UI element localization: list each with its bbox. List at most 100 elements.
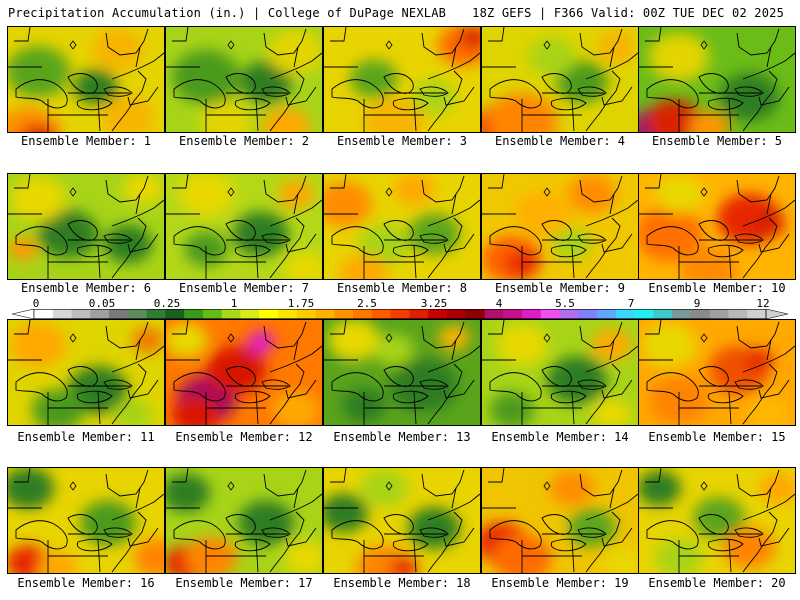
precip-region bbox=[10, 322, 66, 368]
colorbar-swatch bbox=[503, 309, 523, 319]
map-boundary-line bbox=[488, 320, 505, 335]
map-boundary-line bbox=[225, 366, 256, 387]
member-caption: Ensemble Member: 18 bbox=[333, 576, 471, 590]
map-boundary-line bbox=[330, 174, 347, 189]
colorbar-swatch bbox=[221, 309, 241, 319]
colorbar-tick-label: 12 bbox=[756, 297, 770, 310]
map-boundary-line bbox=[736, 28, 780, 56]
member-caption: Ensemble Member: 5 bbox=[651, 134, 783, 148]
map-boundary-line bbox=[645, 27, 662, 42]
member-map-panel bbox=[638, 467, 796, 574]
precip-region bbox=[166, 322, 208, 358]
colorbar-swatch bbox=[334, 309, 354, 319]
colorbar-swatch bbox=[184, 309, 204, 319]
precip-region bbox=[681, 246, 737, 279]
member-map-panel bbox=[481, 319, 639, 426]
map-boundary-line bbox=[269, 511, 305, 573]
colorbar-tick-label: 3.25 bbox=[420, 297, 448, 310]
location-marker-icon bbox=[69, 40, 77, 50]
location-marker-icon bbox=[700, 40, 708, 50]
colorbar-swatch bbox=[559, 309, 579, 319]
colorbar-swatch bbox=[353, 309, 373, 319]
precip-map bbox=[166, 320, 322, 425]
colorbar-swatch bbox=[165, 309, 185, 319]
map-boundary-line bbox=[15, 226, 68, 256]
member-caption: Ensemble Member: 16 bbox=[17, 576, 155, 590]
map-boundary-line bbox=[585, 345, 638, 373]
precip-region bbox=[759, 472, 795, 504]
precip-map bbox=[482, 174, 638, 279]
map-boundary-line bbox=[742, 363, 778, 425]
map-boundary-line bbox=[421, 28, 465, 56]
location-marker-icon bbox=[385, 40, 393, 50]
map-boundary-line bbox=[392, 390, 429, 404]
map-boundary-line bbox=[728, 98, 732, 132]
colorbar-swatch bbox=[653, 309, 673, 319]
map-boundary-line bbox=[383, 514, 414, 535]
map-boundary-line bbox=[585, 217, 621, 279]
map-boundary-line bbox=[585, 493, 638, 521]
precip-map bbox=[639, 174, 795, 279]
colorbar-tick-label: 4 bbox=[495, 297, 503, 310]
map-boundary-line bbox=[383, 366, 414, 387]
map-boundary-line bbox=[541, 514, 572, 535]
map-boundary-line bbox=[421, 175, 465, 203]
map-boundary-line bbox=[698, 220, 729, 241]
precip-region bbox=[747, 397, 791, 425]
member-map-panel bbox=[323, 26, 481, 133]
map-boundary-line bbox=[261, 527, 291, 538]
member-map-panel bbox=[165, 319, 323, 426]
precip-region bbox=[394, 174, 434, 205]
map-boundary-line bbox=[646, 520, 699, 550]
map-boundary-line bbox=[488, 174, 505, 189]
member-caption: Ensemble Member: 2 bbox=[178, 134, 310, 148]
map-boundary-line bbox=[15, 79, 68, 109]
precip-map bbox=[324, 27, 480, 132]
map-boundary-line bbox=[585, 363, 621, 425]
precip-region bbox=[597, 31, 637, 63]
precip-region bbox=[719, 73, 779, 121]
precip-region bbox=[22, 124, 54, 132]
map-boundary-line bbox=[172, 320, 189, 335]
member-caption: Ensemble Member: 9 bbox=[494, 281, 626, 295]
location-marker-icon bbox=[227, 187, 235, 197]
precip-region bbox=[178, 174, 234, 217]
map-boundary-line bbox=[392, 538, 429, 552]
location-marker-icon bbox=[385, 333, 393, 343]
member-caption: Ensemble Member: 10 bbox=[648, 281, 786, 295]
map-boundary-line bbox=[127, 527, 159, 547]
precip-region bbox=[92, 28, 144, 70]
map-boundary-line bbox=[579, 469, 623, 497]
map-boundary-line bbox=[67, 73, 98, 94]
precip-map bbox=[166, 27, 322, 132]
colorbar-swatch bbox=[202, 309, 223, 319]
map-boundary-line bbox=[293, 339, 299, 361]
map-boundary-line bbox=[451, 487, 457, 509]
map-boundary-line bbox=[419, 527, 449, 538]
precip-region bbox=[592, 399, 632, 425]
map-boundary-line bbox=[421, 469, 465, 497]
colorbar-swatch bbox=[484, 309, 504, 319]
colorbar-swatch bbox=[709, 309, 729, 319]
run-valid-time: 18Z GEFS | F366 Valid: 00Z TUE DEC 02 20… bbox=[472, 6, 784, 20]
precip-region bbox=[166, 473, 210, 513]
colorbar-swatch bbox=[522, 309, 542, 319]
colorbar-swatch bbox=[578, 309, 598, 319]
map-boundary-line bbox=[736, 469, 780, 497]
colorbar-swatch bbox=[465, 309, 485, 319]
precip-map bbox=[639, 27, 795, 132]
member-caption: Ensemble Member: 15 bbox=[648, 430, 786, 444]
member-map-panel bbox=[323, 173, 481, 280]
precip-region bbox=[602, 547, 638, 573]
location-marker-icon bbox=[227, 481, 235, 491]
colorbar-swatch bbox=[428, 309, 448, 319]
map-boundary-line bbox=[646, 226, 699, 256]
map-boundary-line bbox=[443, 86, 475, 106]
map-boundary-line bbox=[261, 86, 291, 97]
map-boundary-line bbox=[734, 379, 764, 390]
map-boundary-line bbox=[488, 468, 505, 483]
precip-region bbox=[206, 346, 266, 394]
location-marker-icon bbox=[227, 333, 235, 343]
map-boundary-line bbox=[76, 390, 113, 404]
map-boundary-line bbox=[392, 97, 429, 111]
